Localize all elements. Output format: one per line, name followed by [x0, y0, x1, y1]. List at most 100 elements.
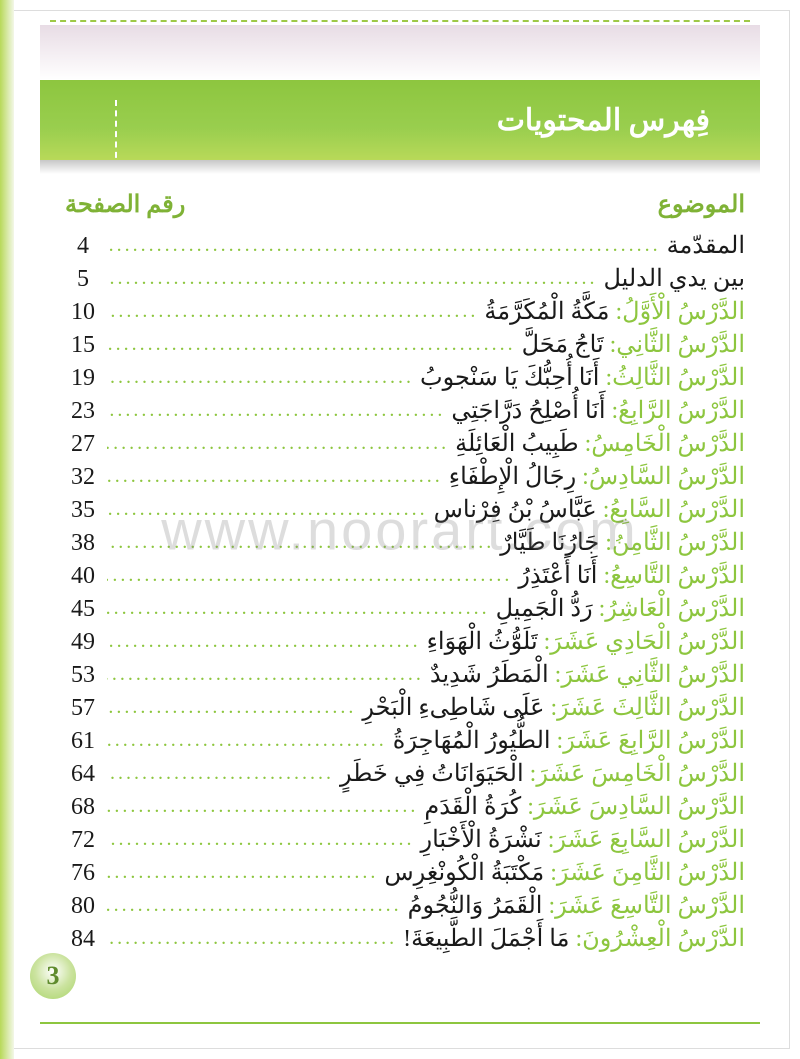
leader-dots: ........................................… [107, 828, 414, 851]
leader-dots: ........................................… [107, 927, 397, 950]
toc-row: الدَّرْسُ الثَّانِي عَشَرَ:الْمَطَرُ شَد… [65, 660, 745, 689]
toc-content: الموضوع رقم الصفحة المقدّمة.............… [65, 190, 745, 1009]
leader-dots: ........................................… [107, 663, 424, 686]
leader-dots: ........................................… [107, 729, 387, 752]
lesson-title: أَنَا أُحِبُّكَ يَا سَنْجوبُ [420, 363, 599, 392]
column-topic: الموضوع [658, 190, 745, 219]
toc-row: المقدّمة................................… [65, 231, 745, 260]
leader-dots: ........................................… [107, 795, 418, 818]
leader-dots: ........................................… [107, 531, 494, 554]
lesson-title: مَكْتَبَةُ الْكُونْغِرِس [384, 858, 544, 887]
leader-dots: ........................................… [107, 399, 445, 422]
page-ref: 15 [65, 332, 101, 359]
toc-row: الدَّرْسُ الثَّالِثُ:أَنَا أُحِبُّكَ يَا… [65, 363, 745, 392]
leader-dots: ........................................… [107, 762, 334, 785]
lesson-label: الدَّرْسُ الْحَادِي عَشَرَ: [544, 627, 745, 656]
leader-dots: ........................................… [107, 465, 443, 488]
lesson-title: عَبَّاسُ بْنُ فِرْناس [434, 495, 597, 524]
page-ref: 19 [65, 365, 101, 392]
lesson-label: الدَّرْسُ الْعَاشِرُ: [599, 594, 745, 623]
page-ref: 76 [65, 860, 101, 887]
lesson-title: كُرَةُ الْقَدَمِ [424, 792, 521, 821]
page-ref: 32 [65, 464, 101, 491]
leader-dots: ........................................… [107, 597, 490, 620]
lesson-title: أَنَا أَعْتَذِرُ [518, 561, 597, 590]
leader-dots: ........................................… [107, 234, 661, 257]
page-ref: 53 [65, 662, 101, 689]
column-headers: الموضوع رقم الصفحة [65, 190, 745, 219]
lesson-label: الدَّرْسُ الرَّابِعَ عَشَرَ: [557, 726, 745, 755]
lesson-label: الدَّرْسُ التَّاسِعَ عَشَرَ: [548, 891, 745, 920]
lesson-label: الدَّرْسُ السَّابِعَ عَشَرَ: [548, 825, 745, 854]
lesson-label: الدَّرْسُ السَّادِسَ عَشَرَ: [527, 792, 745, 821]
lesson-label: الدَّرْسُ الثَّامِنُ: [605, 528, 745, 557]
toc-row: الدَّرْسُ الرَّابِعُ:أَنَا أُصْلِحُ دَرَ… [65, 396, 745, 425]
leader-dots: ........................................… [107, 894, 402, 917]
leader-dots: ........................................… [107, 366, 414, 389]
lesson-label: الدَّرْسُ الْخَامِسَ عَشَرَ: [530, 759, 745, 788]
lesson-label: الدَّرْسُ الثَّالِثَ عَشَرَ: [550, 693, 745, 722]
leader-dots: ........................................… [107, 564, 512, 587]
lesson-title: رَدُّ الْجَمِيلِ [496, 594, 593, 623]
toc-row: الدَّرْسُ الْأَوَّلُ:مَكَّةُ الْمُكَرَّم… [65, 297, 745, 326]
column-page: رقم الصفحة [65, 190, 185, 219]
lesson-label: الدَّرْسُ الثَّالِثُ: [605, 363, 745, 392]
page-ref: 84 [65, 926, 101, 953]
toc-row: الدَّرْسُ الثَّالِثَ عَشَرَ:عَلَى شَاطِى… [65, 693, 745, 722]
lesson-label: الدَّرْسُ الثَّانِي عَشَرَ: [555, 660, 745, 689]
page-ref: 23 [65, 398, 101, 425]
toc-row: الدَّرْسُ الْحَادِي عَشَرَ:تَلَوُّثُ الْ… [65, 627, 745, 656]
page-ref: 27 [65, 431, 101, 458]
lesson-title: المقدّمة [667, 231, 745, 260]
page-ref: 49 [65, 629, 101, 656]
page-ref: 57 [65, 695, 101, 722]
toc-row: الدَّرْسُ السَّابِعُ:عَبَّاسُ بْنُ فِرْن… [65, 495, 745, 524]
lesson-label: الدَّرْسُ السَّابِعُ: [603, 495, 745, 524]
page-ref: 38 [65, 530, 101, 557]
toc-row: الدَّرْسُ الثَّامِنَ عَشَرَ:مَكْتَبَةُ ا… [65, 858, 745, 887]
toc-row: الدَّرْسُ السَّادِسَ عَشَرَ:كُرَةُ الْقَ… [65, 792, 745, 821]
lesson-title: الْحَيَوَانَاتُ فِي خَطَرٍ [340, 759, 524, 788]
lesson-label: الدَّرْسُ التَّاسِعُ: [603, 561, 745, 590]
lesson-title: رِجَالُ الْإِطْفَاءِ [449, 462, 576, 491]
toc-row: الدَّرْسُ الْخَامِسُ:طَبِيبُ الْعَائِلَة… [65, 429, 745, 458]
lesson-title: أَنَا أُصْلِحُ دَرَّاجَتِي [451, 396, 605, 425]
top-dashed-line [50, 20, 750, 22]
page-ref: 61 [65, 728, 101, 755]
page-ref: 72 [65, 827, 101, 854]
lesson-title: مَا أَجْمَلَ الطَّبِيعَةَ! [403, 924, 569, 953]
lesson-label: الدَّرْسُ الثَّانِي: [610, 330, 745, 359]
lesson-title: طَبِيبُ الْعَائِلَةِ [455, 429, 579, 458]
toc-list: المقدّمة................................… [65, 231, 745, 953]
leader-dots: ........................................… [107, 300, 478, 323]
leader-dots: ........................................… [107, 861, 378, 884]
header-title: فِهرس المحتويات [497, 103, 710, 138]
toc-row: الدَّرْسُ الرَّابِعَ عَشَرَ:الطُّيُورُ ا… [65, 726, 745, 755]
page-number: 3 [47, 961, 60, 991]
lesson-title: جَارُنَا طَيَّارٌ [500, 528, 599, 557]
toc-row: الدَّرْسُ السَّابِعَ عَشَرَ:نَشْرَةُ الْ… [65, 825, 745, 854]
page-ref: 4 [65, 233, 101, 260]
header-bar: فِهرس المحتويات [40, 80, 760, 160]
lesson-title: مَكَّةُ الْمُكَرَّمَةُ [484, 297, 609, 326]
leader-dots: ........................................… [107, 696, 356, 719]
toc-row: الدَّرْسُ السَّادِسُ:رِجَالُ الْإِطْفَاء… [65, 462, 745, 491]
lesson-label: الدَّرْسُ السَّادِسُ: [582, 462, 745, 491]
lesson-label: الدَّرْسُ الرَّابِعُ: [612, 396, 745, 425]
page-ref: 80 [65, 893, 101, 920]
toc-row: الدَّرْسُ التَّاسِعُ:أَنَا أَعْتَذِرُ...… [65, 561, 745, 590]
page-ref: 64 [65, 761, 101, 788]
toc-row: بين يدي الدليل..........................… [65, 264, 745, 293]
lesson-label: الدَّرْسُ الثَّامِنَ عَشَرَ: [550, 858, 745, 887]
lesson-label: الدَّرْسُ الْخَامِسُ: [585, 429, 745, 458]
lesson-label: الدَّرْسُ الْعِشْرُونَ: [575, 924, 745, 953]
lesson-title: تَاجُ مَحَلَّ [522, 330, 604, 359]
header-shadow [40, 160, 760, 174]
leader-dots: ........................................… [107, 333, 516, 356]
lesson-title: تَلَوُّثُ الْهَوَاءِ [427, 627, 538, 656]
lesson-title: عَلَى شَاطِىءِ الْبَحْرِ [362, 693, 544, 722]
lesson-title: نَشْرَةُ الْأَخْبَارِ [420, 825, 541, 854]
lesson-title: بين يدي الدليل [603, 264, 745, 293]
toc-row: الدَّرْسُ الْعِشْرُونَ:مَا أَجْمَلَ الطَ… [65, 924, 745, 953]
toc-row: الدَّرْسُ الثَّامِنُ:جَارُنَا طَيَّارٌ..… [65, 528, 745, 557]
